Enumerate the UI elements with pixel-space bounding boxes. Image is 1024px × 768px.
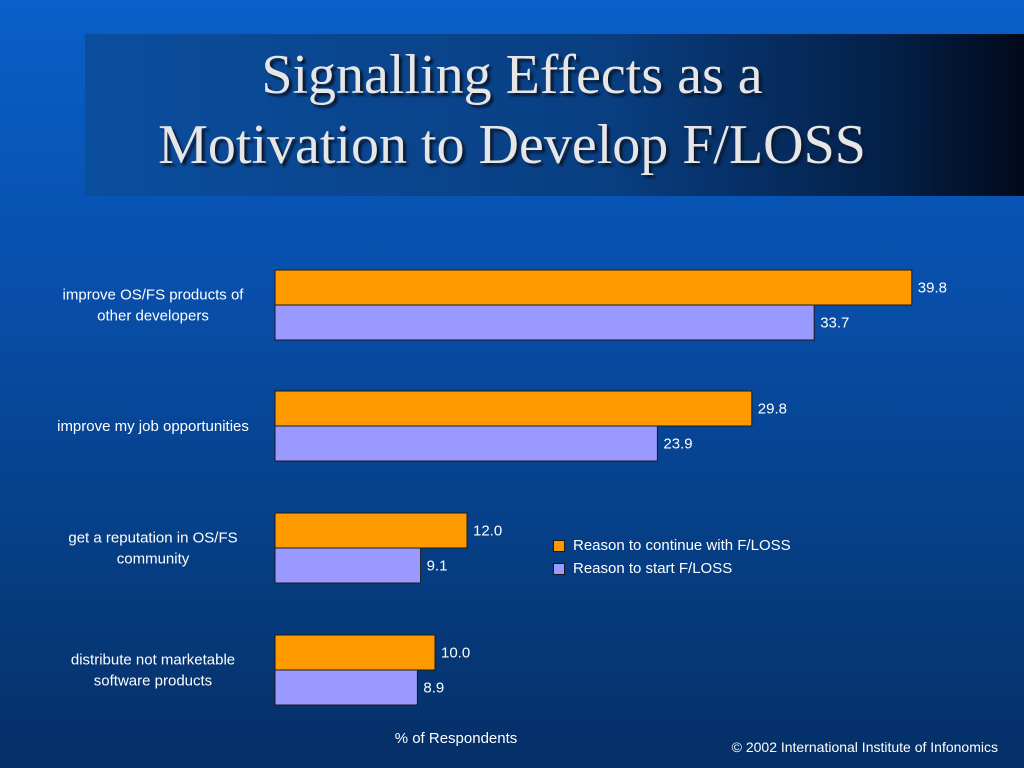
category-label-1-line-0: improve my job opportunities	[57, 418, 249, 435]
value-label-continue-1: 29.8	[758, 401, 787, 418]
title-band	[85, 34, 1024, 196]
value-label-start-0: 33.7	[820, 315, 849, 332]
category-label-0: improve OS/FS products of other developer…	[63, 287, 245, 325]
chart-legend: Reason to continue with F/LOSS Reason to…	[553, 534, 791, 580]
value-label-continue-0: 39.8	[918, 280, 947, 297]
bar-continue-1	[274, 390, 753, 427]
legend-item-start: Reason to start F/LOSS	[553, 557, 791, 580]
value-label-continue-3: 10.0	[441, 645, 470, 662]
category-label-2-line-1: community	[117, 551, 190, 568]
legend-label-start: Reason to start F/LOSS	[573, 560, 733, 577]
title-line-1: Signalling Effects as a	[261, 44, 763, 106]
title-line-2: Motivation to Develop F/LOSS	[158, 114, 866, 176]
value-label-continue-2: 12.0	[473, 523, 502, 540]
slide-title: Signalling Effects as a Motivation to De…	[0, 40, 1024, 180]
bar-continue-3	[274, 634, 436, 671]
copyright-text: © 2002 International Institute of Infono…	[731, 739, 998, 755]
legend-swatch-start	[553, 562, 565, 575]
category-label-2: get a reputation in OS/FS community	[68, 530, 237, 568]
bar-continue-2	[274, 512, 468, 549]
legend-swatch-continue	[553, 539, 565, 552]
category-label-3-line-0: distribute not marketable	[71, 652, 235, 669]
category-label-1: improve my job opportunities	[57, 418, 249, 435]
value-label-start-3: 8.9	[423, 680, 444, 697]
category-label-0-line-0: improve OS/FS products of	[63, 287, 245, 304]
bar-continue-0	[274, 269, 913, 306]
category-label-3: distribute not marketable software produc…	[71, 652, 235, 690]
value-label-start-1: 23.9	[663, 436, 692, 453]
category-label-3-line-1: software products	[94, 673, 212, 690]
value-label-start-2: 9.1	[427, 558, 448, 575]
x-axis-label: % of Respondents	[394, 730, 518, 747]
bar-start-2	[274, 547, 422, 584]
bar-start-3	[274, 669, 418, 706]
bar-start-1	[274, 425, 658, 462]
bar-start-0	[274, 304, 815, 341]
category-label-0-line-1: other developers	[97, 308, 209, 325]
category-label-2-line-0: get a reputation in OS/FS	[68, 530, 237, 547]
legend-label-continue: Reason to continue with F/LOSS	[573, 537, 791, 554]
legend-item-continue: Reason to continue with F/LOSS	[553, 534, 791, 557]
